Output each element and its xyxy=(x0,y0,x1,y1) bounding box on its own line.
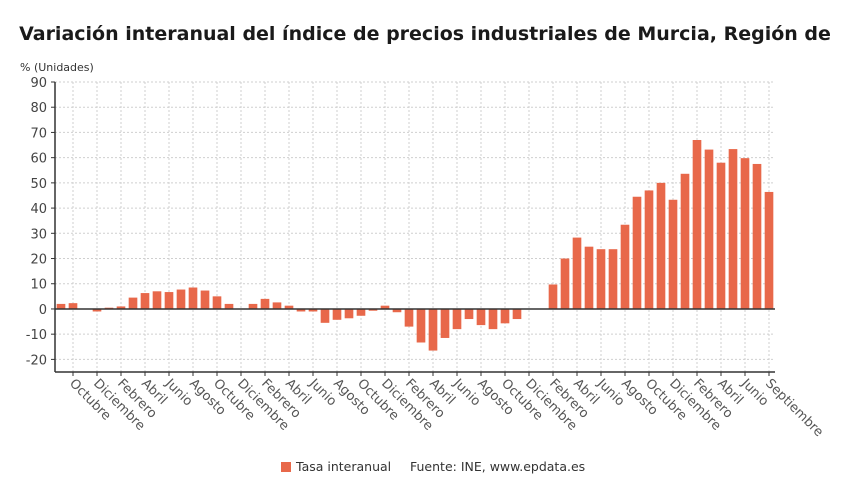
bar xyxy=(284,305,294,309)
bar xyxy=(704,149,714,309)
bar xyxy=(428,308,438,351)
x-tick-label: Septiembre xyxy=(762,376,826,440)
bar xyxy=(608,249,618,309)
bar xyxy=(308,308,318,312)
x-axis-ticks: OctubreDiciembreFebreroAbrilJunioAgostoO… xyxy=(66,372,826,440)
bar xyxy=(464,308,474,320)
y-tick-label: 60 xyxy=(30,152,47,167)
bar xyxy=(752,163,762,309)
bar xyxy=(644,190,654,309)
bar xyxy=(668,199,678,309)
bar xyxy=(692,140,702,309)
y-tick-label: 50 xyxy=(30,177,47,192)
bar xyxy=(560,258,570,309)
bar xyxy=(296,308,306,312)
bar xyxy=(116,306,126,309)
x-tick-label: Junio xyxy=(305,376,339,410)
bars xyxy=(56,140,774,351)
bar xyxy=(332,308,342,320)
bar xyxy=(356,308,366,316)
bar xyxy=(740,158,750,309)
bar xyxy=(656,182,666,309)
bar xyxy=(392,308,402,313)
y-tick-label: 0 xyxy=(39,303,47,318)
x-tick-label: Junio xyxy=(161,376,195,410)
bar xyxy=(212,296,222,309)
bar xyxy=(716,162,726,309)
bar xyxy=(620,224,630,309)
y-tick-label: 70 xyxy=(30,126,47,141)
y-tick-label: 80 xyxy=(30,101,47,116)
bar xyxy=(476,308,486,326)
bar xyxy=(272,302,282,309)
y-tick-label: 10 xyxy=(30,278,47,293)
bar xyxy=(548,284,558,309)
y-tick-label: 20 xyxy=(30,253,47,268)
legend: Tasa interanual Fuente: INE, www.epdata.… xyxy=(281,459,585,474)
y-tick-label: 90 xyxy=(30,76,47,91)
y-tick-label: 40 xyxy=(30,202,47,217)
bar xyxy=(452,308,462,330)
bar xyxy=(320,308,330,323)
bar xyxy=(56,303,66,309)
bar xyxy=(92,308,102,312)
bar xyxy=(380,305,390,309)
bar xyxy=(512,308,522,320)
bar xyxy=(68,303,78,309)
bar xyxy=(584,246,594,309)
bar xyxy=(440,308,450,338)
bar xyxy=(416,308,426,343)
bar xyxy=(500,308,510,324)
y-tick-label: -20 xyxy=(26,353,47,368)
x-tick-label: Junio xyxy=(593,376,627,410)
bar xyxy=(140,293,150,309)
bar xyxy=(488,308,498,330)
bar xyxy=(632,196,642,309)
bar xyxy=(404,308,414,327)
bar xyxy=(728,149,738,309)
bar xyxy=(176,289,186,309)
bar xyxy=(680,173,690,309)
x-tick-label: Junio xyxy=(449,376,483,410)
bar xyxy=(344,308,354,319)
x-tick-label: Junio xyxy=(737,376,771,410)
y-axis-label: % (Unidades) xyxy=(20,61,94,74)
bar xyxy=(368,308,378,311)
bar xyxy=(164,292,174,309)
bar xyxy=(596,249,606,309)
bar xyxy=(188,287,198,309)
legend-label: Tasa interanual xyxy=(295,459,391,474)
bar xyxy=(224,303,234,309)
chart-title: Variación interanual del índice de preci… xyxy=(19,23,831,45)
source-label: Fuente: INE, www.epdata.es xyxy=(410,459,585,474)
y-tick-label: -10 xyxy=(26,328,47,343)
y-axis-ticks: 90 80 70 60 50 40 30 20 10 0 -10 -20 xyxy=(26,76,55,368)
axes xyxy=(54,82,775,373)
gridlines xyxy=(55,81,775,372)
bar xyxy=(200,290,210,309)
y-tick-label: 30 xyxy=(30,227,47,242)
bar xyxy=(248,303,258,309)
legend-swatch xyxy=(281,462,291,472)
bar xyxy=(572,237,582,309)
bar xyxy=(128,297,138,309)
bar xyxy=(260,298,270,309)
bar xyxy=(764,191,774,309)
bar xyxy=(152,291,162,309)
